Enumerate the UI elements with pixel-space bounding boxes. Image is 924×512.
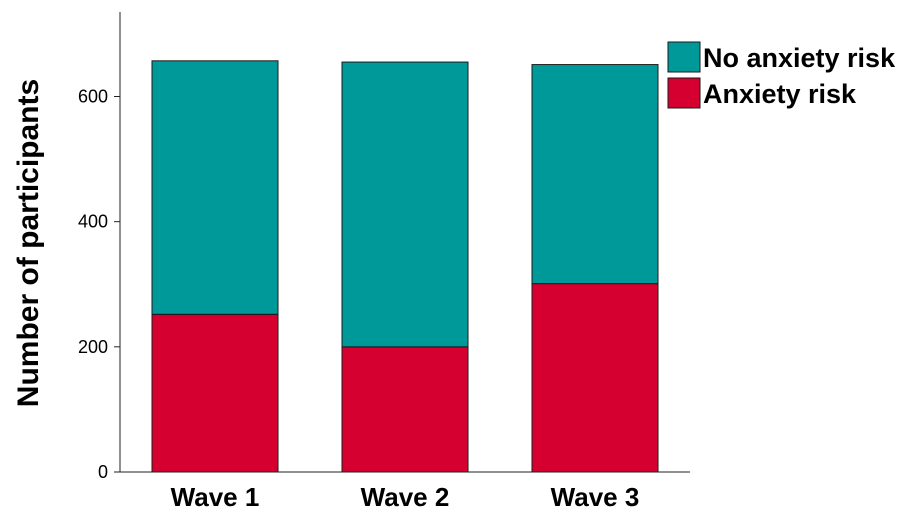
- legend: No anxiety risk Anxiety risk: [667, 41, 896, 109]
- y-tick-label: 200: [78, 337, 108, 357]
- legend-swatch-no-anxiety-risk: [667, 41, 701, 73]
- bar-anxiety-risk-wave-2: [341, 346, 469, 473]
- bar-no-anxiety-risk-wave-3: [531, 64, 659, 285]
- bar-no-anxiety-risk-wave-1: [151, 60, 279, 315]
- bars: [151, 60, 659, 473]
- x-category-label: Wave 3: [551, 482, 640, 512]
- bar-anxiety-risk-wave-1: [151, 313, 279, 473]
- x-category-label: Wave 2: [361, 482, 450, 512]
- y-axis-title: Number of participants: [12, 79, 45, 407]
- x-axis: Wave 1 Wave 2 Wave 3: [120, 471, 690, 512]
- y-tick-label: 400: [78, 212, 108, 232]
- y-tick-label: 600: [78, 86, 108, 106]
- legend-label-no-anxiety-risk: No anxiety risk: [703, 43, 896, 73]
- y-axis: 0 200 400 600: [78, 12, 121, 482]
- legend-swatch-anxiety-risk: [667, 77, 701, 109]
- bar-no-anxiety-risk-wave-2: [341, 61, 469, 348]
- bar-anxiety-risk-wave-3: [531, 283, 659, 473]
- y-tick-label: 0: [98, 462, 108, 482]
- legend-label-anxiety-risk: Anxiety risk: [703, 79, 857, 109]
- x-category-label: Wave 1: [171, 482, 260, 512]
